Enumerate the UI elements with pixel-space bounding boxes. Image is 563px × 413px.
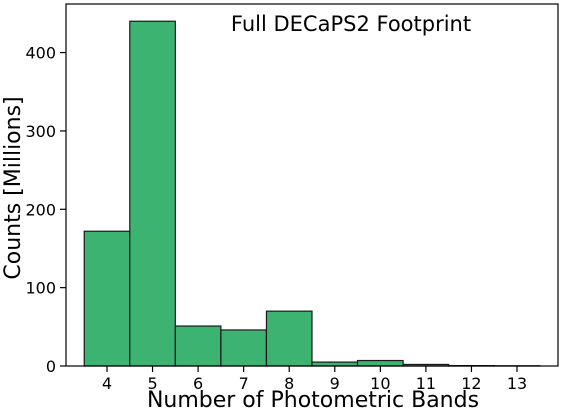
- y-tick-label: 400: [25, 44, 56, 63]
- x-tick-label: 8: [284, 374, 294, 393]
- bar-5: [129, 20, 176, 367]
- y-tick-label: 200: [25, 200, 56, 219]
- y-tick-label: 100: [25, 279, 56, 298]
- plot-frame: [65, 3, 559, 367]
- x-tick-label: 7: [239, 374, 249, 393]
- x-tick-label: 6: [193, 374, 203, 393]
- x-axis: 4 5 6 7 8 9 10 11 12 13: [102, 366, 527, 393]
- bar-8: [265, 310, 313, 367]
- y-axis-label: Counts [Millions]: [1, 96, 26, 279]
- y-tick-label: 0: [46, 357, 56, 376]
- x-tick-label: 12: [461, 374, 481, 393]
- bar-10: [356, 359, 404, 367]
- bars-layer: [83, 20, 541, 367]
- y-axis: 0 100 200 300 400: [25, 44, 66, 376]
- y-tick-label: 300: [25, 122, 56, 141]
- bar-6: [174, 325, 222, 367]
- x-tick-label: 10: [370, 374, 390, 393]
- x-tick-label: 11: [416, 374, 436, 393]
- x-axis-label: Number of Photometric Bands: [147, 388, 479, 413]
- x-tick-label: 5: [147, 374, 157, 393]
- x-tick-label: 4: [102, 374, 112, 393]
- bar-7: [220, 329, 268, 367]
- chart-annotation: Full DECaPS2 Footprint: [231, 12, 471, 36]
- x-tick-label: 9: [330, 374, 340, 393]
- bar-4: [83, 230, 131, 367]
- x-tick-label: 13: [507, 374, 527, 393]
